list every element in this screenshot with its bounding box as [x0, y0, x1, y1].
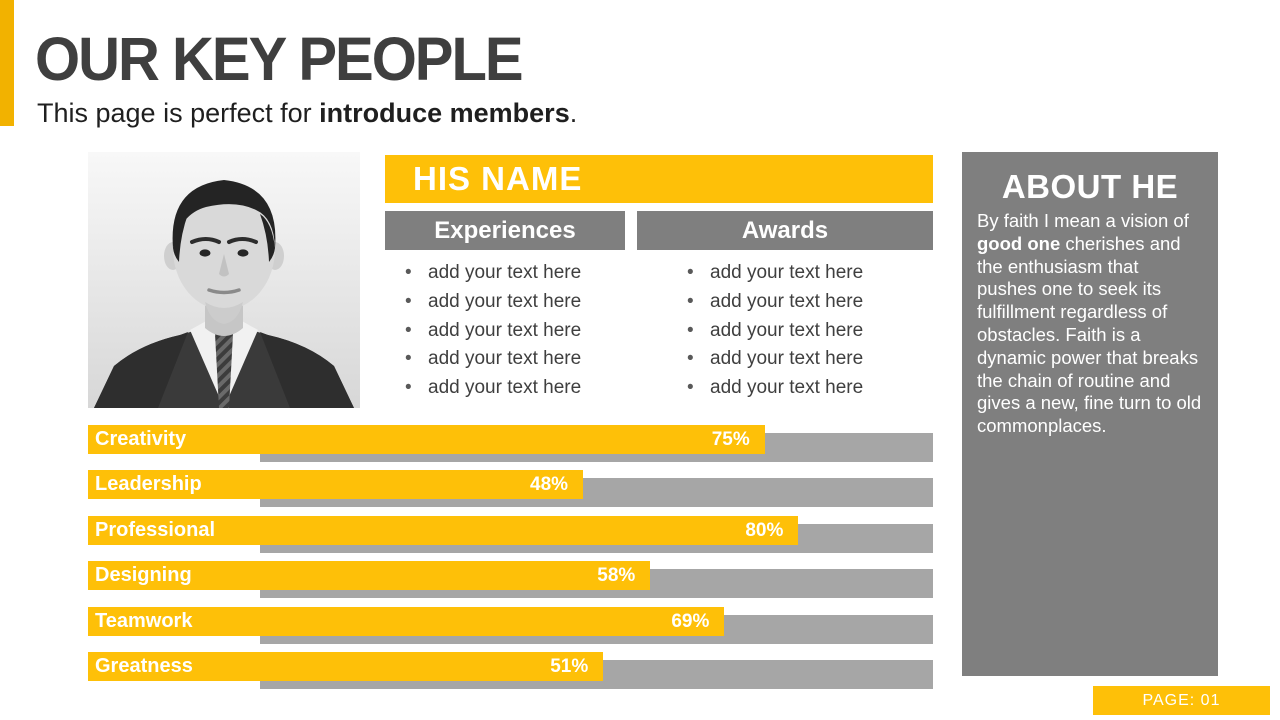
list-item: add your text here — [403, 317, 633, 346]
subtitle-bold: introduce members — [319, 98, 570, 128]
skill-label: Greatness — [95, 655, 193, 677]
experiences-header: Experiences — [385, 211, 625, 250]
skill-fill: Designing 58% — [88, 561, 651, 590]
skill-label: Designing — [95, 564, 192, 586]
skill-label: Professional — [95, 519, 216, 541]
skill-row-designing: Designing 58% — [88, 561, 933, 598]
page-number-badge: PAGE: 01 — [1093, 686, 1270, 715]
skill-percent: 51% — [550, 655, 589, 677]
list-item: add your text here — [685, 317, 915, 346]
list-item: add your text here — [403, 374, 633, 403]
skill-percent: 48% — [530, 473, 569, 495]
list-item: add your text here — [685, 288, 915, 317]
about-body-bold: good one — [977, 232, 1061, 254]
subtitle-prefix: This page is perfect for — [37, 98, 320, 128]
about-title: ABOUT HE — [1001, 168, 1179, 205]
experiences-list: add your text here add your text here ad… — [403, 259, 633, 403]
about-body-suffix: cherishes and the enthusiasm that pushes… — [977, 232, 1202, 437]
skill-percent: 69% — [671, 610, 710, 632]
list-item: add your text here — [403, 345, 633, 374]
skill-percent: 80% — [745, 519, 784, 541]
skill-percent: 58% — [597, 564, 636, 586]
skill-fill: Creativity 75% — [88, 425, 765, 454]
skill-row-professional: Professional 80% — [88, 516, 933, 553]
awards-list: add your text here add your text here ad… — [685, 259, 915, 403]
left-accent-bar — [0, 0, 14, 126]
about-panel: ABOUT HE By faith I mean a vision of goo… — [962, 152, 1218, 676]
skill-row-creativity: Creativity 75% — [88, 425, 933, 462]
subtitle-suffix: . — [569, 98, 578, 128]
member-name-banner: HIS NAME — [385, 155, 933, 203]
list-item: add your text here — [685, 345, 915, 374]
skill-label: Creativity — [95, 428, 187, 450]
list-item: add your text here — [685, 259, 915, 288]
skill-percent: 75% — [711, 428, 750, 450]
skill-label: Leadership — [95, 473, 202, 495]
skill-row-greatness: Greatness 51% — [88, 652, 933, 689]
list-item: add your text here — [403, 259, 633, 288]
about-body-prefix: By faith I mean a vision of — [977, 210, 1189, 231]
page-subtitle: This page is perfect for introduce membe… — [37, 98, 577, 129]
list-item: add your text here — [403, 288, 633, 317]
list-item: add your text here — [685, 374, 915, 403]
skill-fill: Leadership 48% — [88, 470, 584, 499]
skill-row-leadership: Leadership 48% — [88, 470, 933, 507]
skills-bar-chart: Creativity 75% Leadership 48% Profession… — [88, 425, 933, 691]
page-title: OUR KEY PEOPLE — [35, 25, 524, 94]
about-body: By faith I mean a vision of good one che… — [977, 210, 1203, 438]
skill-label: Teamwork — [95, 610, 193, 632]
awards-header: Awards — [637, 211, 933, 250]
portrait-illustration — [88, 152, 360, 408]
skill-fill: Teamwork 69% — [88, 607, 725, 636]
skill-fill: Professional 80% — [88, 516, 799, 545]
member-photo — [88, 152, 360, 408]
skill-fill: Greatness 51% — [88, 652, 604, 681]
skill-row-teamwork: Teamwork 69% — [88, 607, 933, 644]
